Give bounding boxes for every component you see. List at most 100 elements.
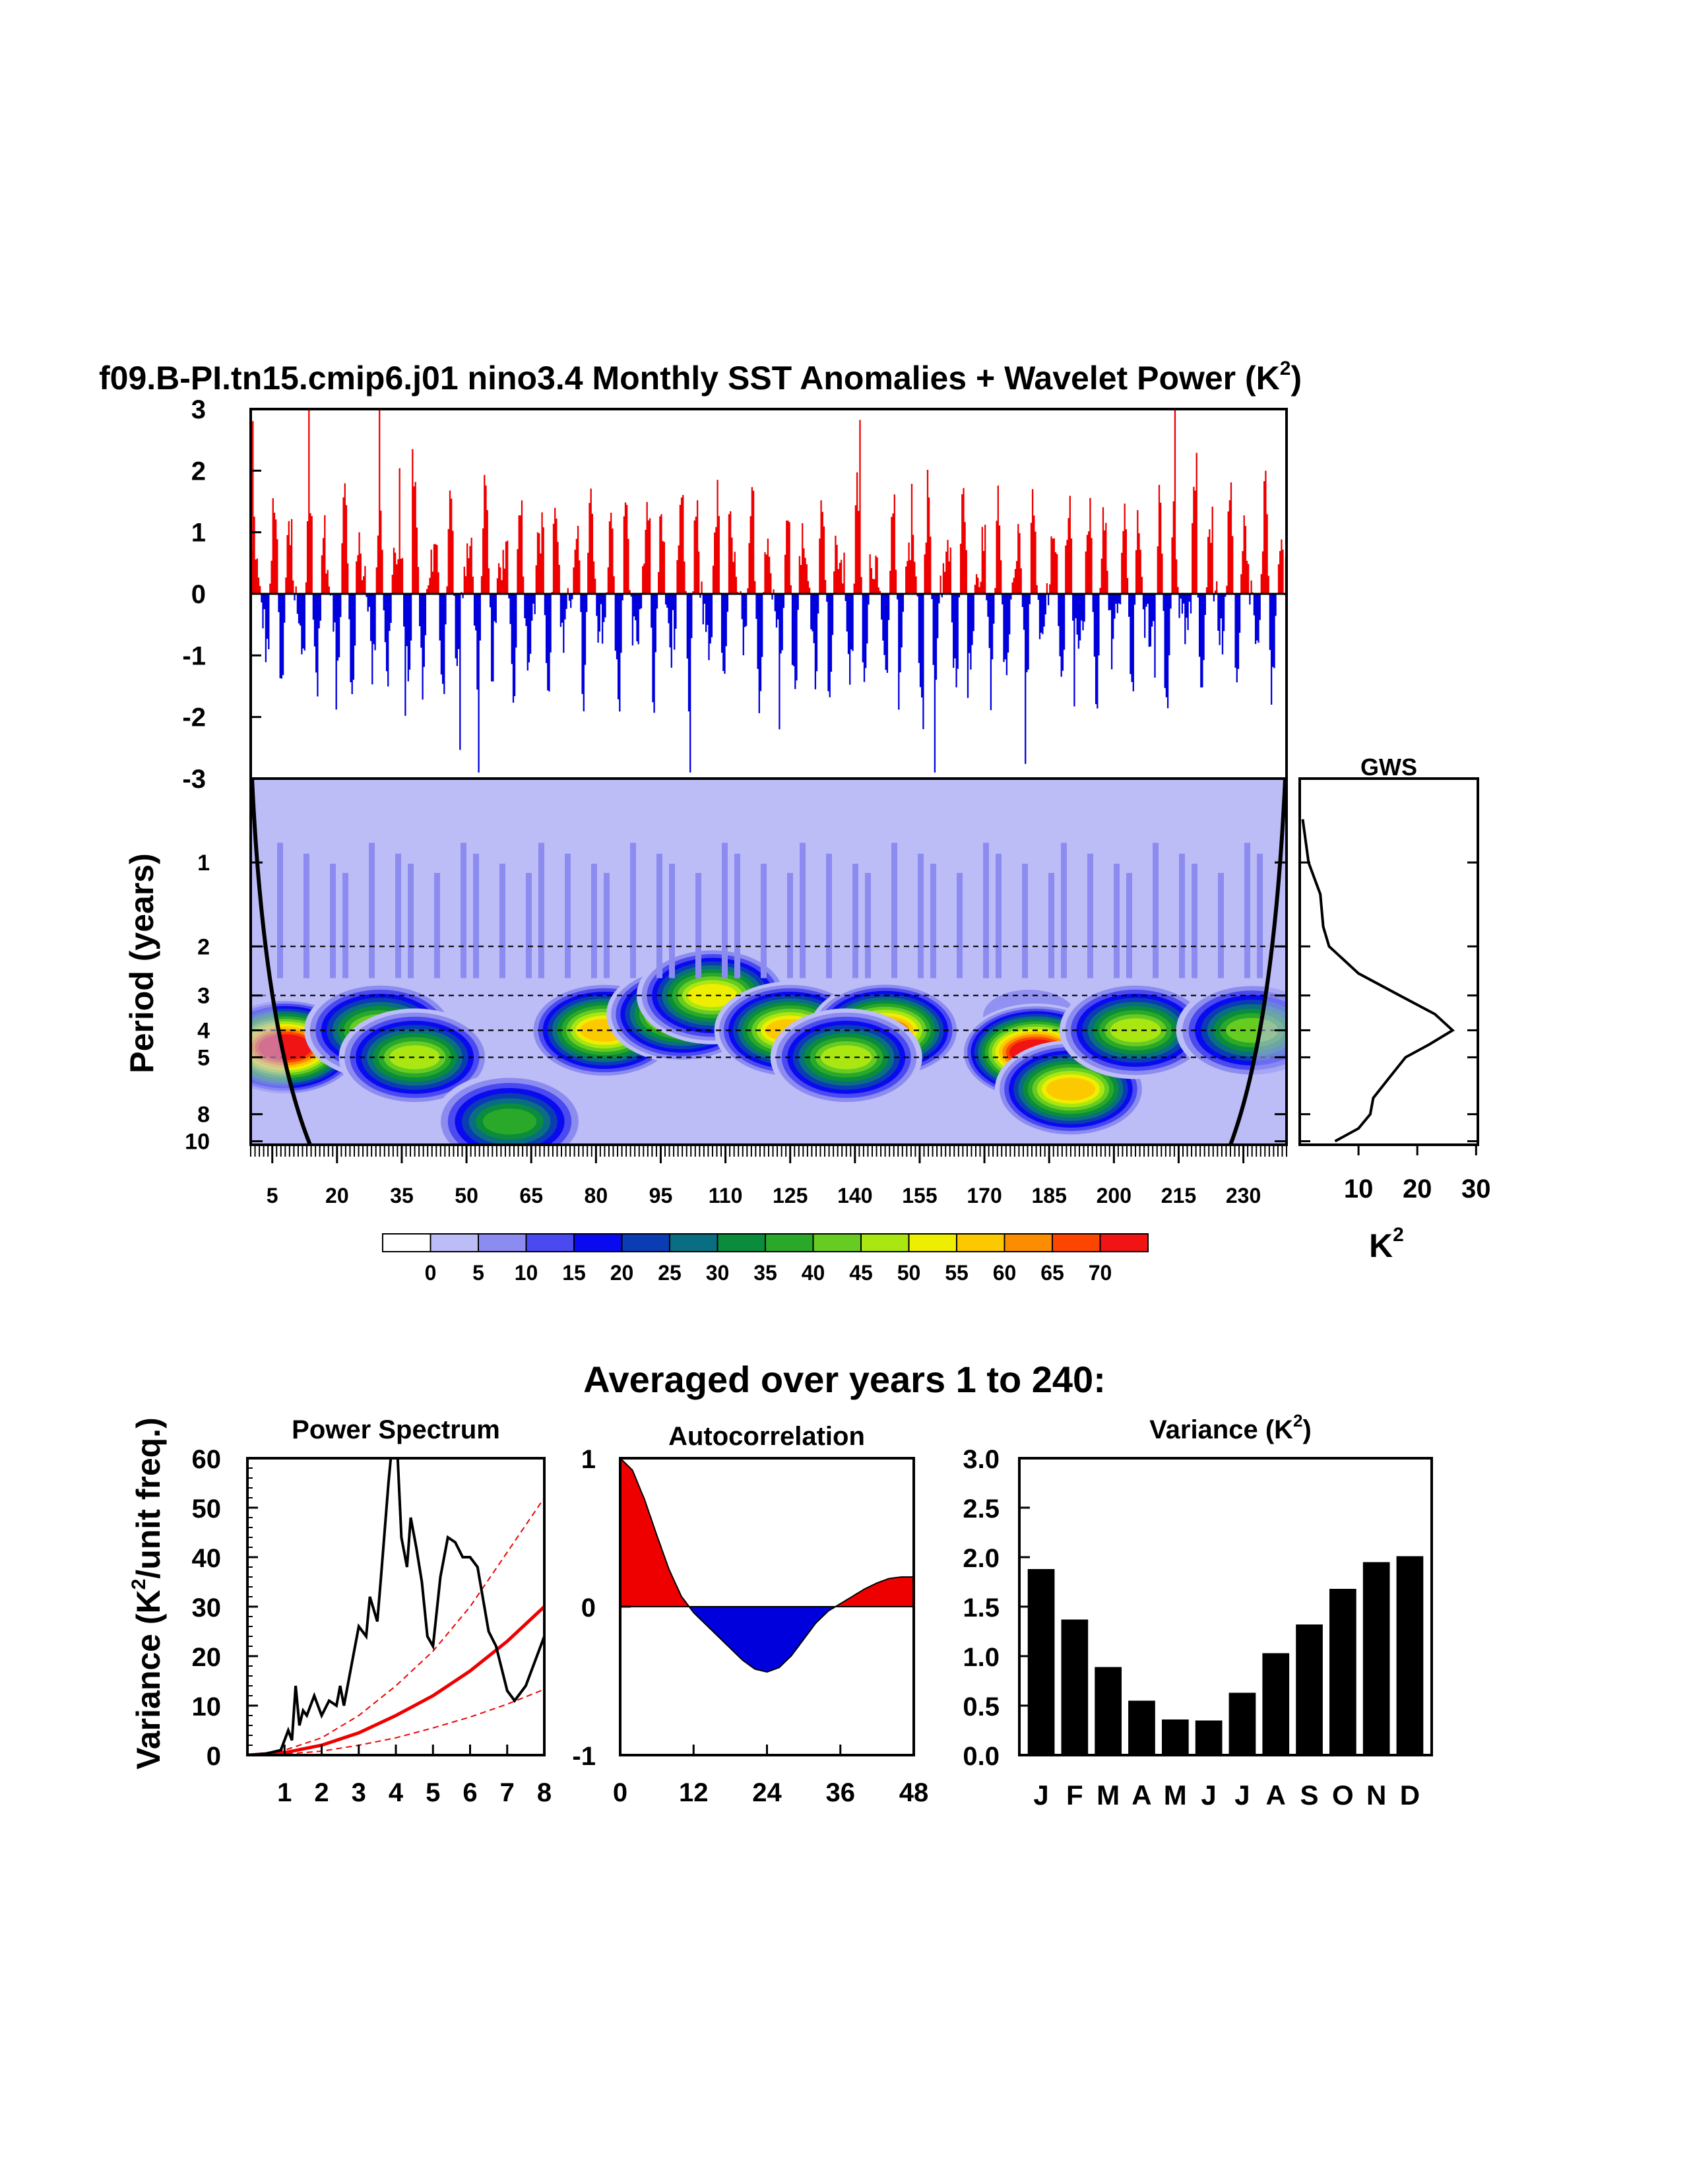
wavelet-short-period-burst	[1257, 853, 1263, 979]
timeseries-positive-bars	[251, 409, 1287, 594]
ps-ylabel-text: Variance (K	[130, 1590, 167, 1769]
wavelet-dashed-periods	[251, 946, 1287, 1058]
wavelet-short-period-burst	[669, 863, 675, 979]
variance-month-label: A	[1266, 1780, 1286, 1811]
wavelet-short-period-burst	[408, 863, 414, 979]
power-spectrum-x-tick-label: 2	[314, 1778, 329, 1807]
wavelet-short-period-burst	[303, 853, 309, 979]
main-title-text: f09.B-PI.tn15.cmip6.j01 nino3.4 Monthly …	[99, 360, 1280, 397]
wavelet-short-period-burst	[918, 853, 924, 979]
autocorrelation-ticks: 1 0 -1 0 12 24 36 48	[572, 1445, 928, 1807]
main-title: f09.B-PI.tn15.cmip6.j01 nino3.4 Monthly …	[99, 358, 1302, 397]
autocorrelation-title: Autocorrelation	[668, 1422, 865, 1451]
timeseries-panel: 3 2 1 0 -1 -2 -3	[182, 395, 1288, 794]
wavelet-x-tick-label: 155	[902, 1184, 937, 1207]
wavelet-short-period-burst	[722, 843, 728, 979]
autocorrelation-area	[620, 1458, 914, 1673]
variance-title-text: Variance (K	[1149, 1415, 1293, 1444]
power-spectrum-x-tick-label: 4	[389, 1778, 404, 1807]
wavelet-short-period-burst	[695, 872, 701, 979]
gws-x-tick-label: 10	[1344, 1174, 1374, 1204]
cone-of-influence-right-fill	[1230, 779, 1287, 1145]
variance-month-label: M	[1164, 1780, 1187, 1811]
variance-bars	[1027, 1556, 1424, 1755]
wavelet-x-tick-label: 95	[649, 1184, 673, 1207]
wavelet-short-period-burst	[591, 863, 597, 979]
power-spectrum-x-tick-label: 1	[277, 1778, 292, 1807]
wavelet-short-period-burst	[461, 843, 466, 979]
cone-of-influence	[251, 779, 1287, 1145]
variance-month-label: O	[1332, 1780, 1354, 1811]
wavelet-short-period-burst	[1244, 843, 1250, 979]
gws-ticks: 10 20 30	[1300, 861, 1491, 1204]
variance-y-tick-label: 0.5	[963, 1692, 1000, 1721]
variance-month-label: J	[1201, 1780, 1216, 1811]
colorbar-swatch	[765, 1233, 814, 1252]
cone-of-influence-left-fill	[251, 779, 310, 1145]
wavelet-short-period-burst	[1061, 843, 1067, 979]
timeseries-y-ticks: 3 2 1 0 -1 -2 -3	[182, 395, 261, 794]
red-noise-spectrum	[247, 1605, 544, 1755]
variance-month-label: F	[1066, 1780, 1083, 1811]
wavelet-y-tick-label: 2	[197, 934, 210, 959]
wavelet-short-period-burst	[983, 843, 989, 979]
wavelet-power-contour	[687, 984, 738, 1008]
power-spectrum-y-tick-label: 60	[192, 1445, 222, 1474]
colorbar-label: 35	[753, 1261, 777, 1285]
gws-frame	[1298, 777, 1479, 1146]
wavelet-power-contour	[1046, 1077, 1096, 1101]
wavelet-short-period-burst	[565, 853, 571, 979]
wavelet-short-period-burst	[330, 863, 336, 979]
wavelet-x-tick-label: 230	[1226, 1184, 1261, 1207]
wavelet-short-period-burst	[734, 853, 740, 979]
ps-ylabel-sup: 2	[128, 1579, 150, 1590]
wavelet-short-period-burst	[1048, 872, 1054, 979]
power-spectrum-lines	[247, 1458, 544, 1755]
wavelet-power-contour	[389, 1045, 441, 1070]
wavelet-short-period-burst	[761, 863, 767, 979]
wavelet-y-ticks: 1 2 3 45 810	[185, 851, 1287, 1155]
averaged-title: Averaged over years 1 to 240:	[583, 1359, 1106, 1400]
colorbar-swatch	[1052, 1233, 1101, 1252]
colorbar-label: 50	[897, 1261, 921, 1285]
colorbar-swatch	[908, 1233, 957, 1252]
autocorrelation-panel: Autocorrelation 1 0 -1 0 12 24 36 48	[572, 1422, 928, 1807]
variance-y-tick-label: 2.5	[963, 1494, 1000, 1524]
colorbar-swatch	[573, 1233, 623, 1252]
main-title-close: )	[1291, 360, 1302, 397]
power-spectrum-y-tick-label: 10	[192, 1692, 222, 1721]
variance-month-label: A	[1131, 1780, 1151, 1811]
red-noise-upper-bound	[247, 1497, 544, 1755]
wavelet-short-period-burst	[369, 843, 375, 979]
variance-bar	[1195, 1720, 1223, 1755]
timeseries-bars	[251, 409, 1287, 773]
cone-of-influence-right	[1228, 779, 1287, 1145]
colorbar-swatch	[382, 1233, 431, 1252]
colorbar-label: 45	[849, 1261, 873, 1285]
autocorrelation-positive-area	[620, 1458, 914, 1607]
wavelet-y-label: Period (years)	[123, 853, 160, 1073]
colorbar: 0 5 10 15 20 25 30 35 40 45 50 55 60 65 70	[382, 1233, 1149, 1285]
wavelet-short-period-burst	[1192, 863, 1197, 979]
wavelet-short-period-burst	[1153, 843, 1159, 979]
wavelet-short-period-burst	[1087, 853, 1093, 979]
variance-month-label: M	[1097, 1780, 1120, 1811]
variance-ticks: J F M A M J J A S O N D3.02.52.01.51.00.50.0	[963, 1445, 1420, 1811]
variance-bar	[1027, 1569, 1055, 1755]
wavelet-x-tick-label: 50	[455, 1184, 478, 1207]
colorbar-label: 5	[472, 1261, 484, 1285]
autocorrelation-line	[620, 1458, 914, 1673]
variance-title: Variance (K2)	[1149, 1411, 1312, 1444]
wavelet-y-tick-label: 1	[197, 851, 210, 876]
colorbar-label: 60	[993, 1261, 1017, 1285]
gws-title: GWS	[1360, 754, 1417, 781]
timeseries-y-tick-label: 0	[191, 580, 206, 609]
colorbar-swatch	[860, 1233, 910, 1252]
timeseries-y-tick-label: -2	[182, 703, 206, 732]
variance-y-tick-label: 1.0	[963, 1643, 1000, 1672]
wavelet-short-period-burst	[656, 853, 662, 979]
variance-month-label: J	[1234, 1780, 1250, 1811]
variance-y-tick-label: 3.0	[963, 1445, 1000, 1474]
variance-y-tick-label: 1.5	[963, 1593, 1000, 1622]
